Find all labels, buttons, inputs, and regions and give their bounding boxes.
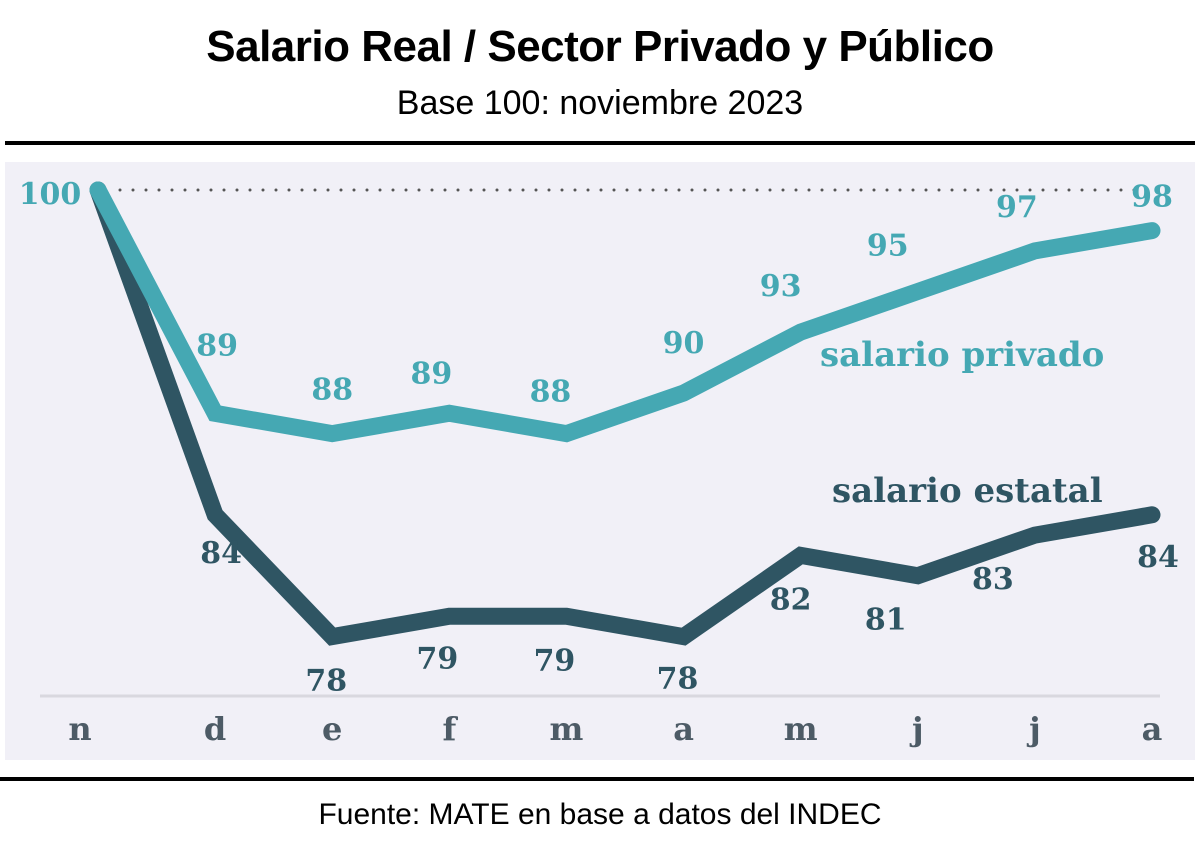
x-tick-label: e — [322, 710, 342, 748]
top-divider — [5, 141, 1195, 145]
data-label-privado: 89 — [410, 356, 452, 391]
data-label-estatal: 78 — [657, 662, 699, 697]
series-label-estatal: salario estatal — [832, 471, 1103, 511]
chart-title: Salario Real / Sector Privado y Público — [206, 22, 994, 71]
x-tick-label: j — [909, 710, 924, 748]
data-label-estatal: 81 — [865, 603, 907, 638]
x-tick-label: f — [442, 710, 458, 748]
x-tick-label: a — [673, 710, 694, 748]
source-note: Fuente: MATE en base a datos del INDEC — [318, 798, 882, 831]
data-label-privado: 100 — [19, 177, 82, 212]
series-label-privado: salario privado — [820, 335, 1104, 375]
data-label-privado: 88 — [311, 373, 353, 408]
series-line-estatal — [89, 181, 1161, 646]
x-tick-label: d — [204, 710, 226, 748]
data-label-privado: 90 — [663, 326, 705, 361]
data-label-privado: 95 — [867, 229, 909, 264]
data-label-privado: 97 — [996, 190, 1038, 225]
data-label-estatal: 78 — [305, 664, 347, 699]
x-tick-label: n — [68, 710, 91, 748]
data-label-estatal: 84 — [200, 536, 242, 571]
data-label-estatal: 82 — [770, 582, 812, 617]
bottom-divider — [0, 777, 1194, 781]
data-label-estatal: 83 — [972, 562, 1014, 597]
x-tick-label: m — [784, 710, 818, 748]
x-tick-label: a — [1142, 710, 1163, 748]
data-label-privado: 93 — [760, 269, 802, 304]
data-label-estatal: 79 — [534, 643, 576, 678]
series-line-privado — [89, 181, 1161, 443]
data-label-estatal: 79 — [416, 641, 458, 676]
chart-subtitle: Base 100: noviembre 2023 — [396, 84, 804, 122]
data-label-privado: 98 — [1131, 180, 1173, 215]
data-label-estatal: 84 — [1137, 540, 1179, 575]
data-label-privado: 89 — [196, 328, 238, 363]
x-tick-label: m — [550, 710, 584, 748]
x-tick-label: j — [1026, 710, 1041, 748]
data-label-privado: 88 — [530, 375, 572, 410]
